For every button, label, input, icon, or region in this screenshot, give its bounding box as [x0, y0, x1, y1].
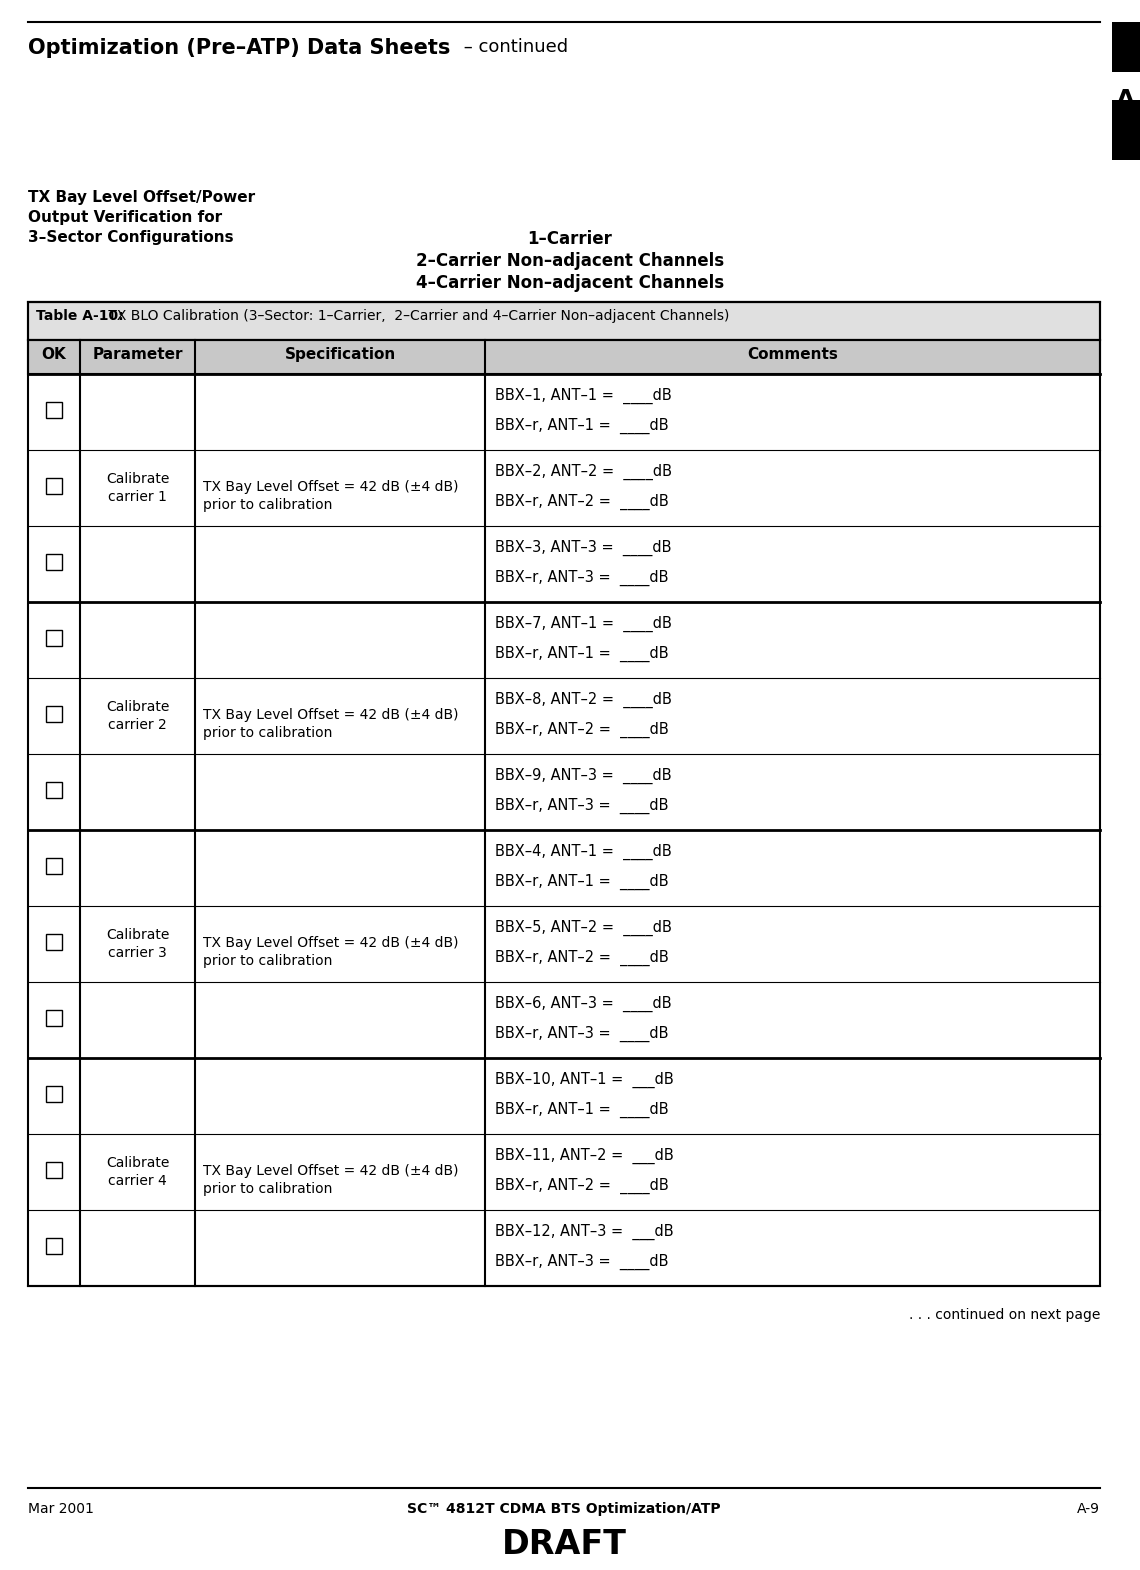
Text: BBX–r, ANT–3 =  ____dB: BBX–r, ANT–3 = ____dB — [495, 570, 668, 586]
Bar — [28, 301, 1100, 341]
Bar — [1112, 100, 1140, 160]
Bar — [28, 341, 1100, 374]
Text: TX Bay Level Offset = 42 dB (±4 dB): TX Bay Level Offset = 42 dB (±4 dB) — [203, 1163, 458, 1178]
Bar — [46, 1239, 62, 1254]
Text: Calibrate
carrier 4: Calibrate carrier 4 — [106, 1156, 169, 1188]
Text: BBX–4, ANT–1 =  ____dB: BBX–4, ANT–1 = ____dB — [495, 845, 671, 860]
Text: SC™ 4812T CDMA BTS Optimization/ATP: SC™ 4812T CDMA BTS Optimization/ATP — [407, 1502, 720, 1517]
Text: A-9: A-9 — [1077, 1502, 1100, 1517]
Bar — [46, 630, 62, 645]
Bar — [46, 477, 62, 495]
Text: TX Bay Level Offset = 42 dB (±4 dB): TX Bay Level Offset = 42 dB (±4 dB) — [203, 936, 458, 950]
Text: BBX–2, ANT–2 =  ____dB: BBX–2, ANT–2 = ____dB — [495, 465, 671, 480]
Text: 2–Carrier Non–adjacent Channels: 2–Carrier Non–adjacent Channels — [416, 253, 724, 270]
Text: BBX–r, ANT–2 =  ____dB: BBX–r, ANT–2 = ____dB — [495, 950, 669, 966]
Text: prior to calibration: prior to calibration — [203, 955, 333, 969]
Text: – continued: – continued — [458, 38, 568, 57]
Bar — [28, 301, 1100, 1286]
Text: TX Bay Level Offset = 42 dB (±4 dB): TX Bay Level Offset = 42 dB (±4 dB) — [203, 708, 458, 722]
Text: BBX–9, ANT–3 =  ____dB: BBX–9, ANT–3 = ____dB — [495, 768, 671, 783]
Text: BBX–r, ANT–2 =  ____dB: BBX–r, ANT–2 = ____dB — [495, 722, 669, 738]
Text: BBX–r, ANT–1 =  ____dB: BBX–r, ANT–1 = ____dB — [495, 645, 669, 663]
Text: Calibrate
carrier 1: Calibrate carrier 1 — [106, 473, 169, 504]
Bar — [46, 1086, 62, 1102]
Bar — [46, 554, 62, 570]
Bar — [46, 934, 62, 950]
Bar — [46, 1162, 62, 1178]
Text: Specification: Specification — [284, 347, 396, 363]
Text: 4–Carrier Non–adjacent Channels: 4–Carrier Non–adjacent Channels — [416, 275, 724, 292]
Text: prior to calibration: prior to calibration — [203, 1182, 333, 1196]
Text: Calibrate
carrier 2: Calibrate carrier 2 — [106, 700, 169, 732]
Bar — [46, 402, 62, 418]
Text: Comments: Comments — [747, 347, 838, 363]
Text: BBX–r, ANT–1 =  ____dB: BBX–r, ANT–1 = ____dB — [495, 1102, 669, 1118]
Text: BBX–1, ANT–1 =  ____dB: BBX–1, ANT–1 = ____dB — [495, 388, 671, 403]
Text: TX Bay Level Offset/Power: TX Bay Level Offset/Power — [28, 190, 255, 206]
Bar — [46, 857, 62, 874]
Text: 1–Carrier: 1–Carrier — [528, 229, 612, 248]
Text: BBX–8, ANT–2 =  ____dB: BBX–8, ANT–2 = ____dB — [495, 692, 671, 708]
Bar — [46, 782, 62, 798]
Text: OK: OK — [42, 347, 66, 363]
Text: TX BLO Calibration (3–Sector: 1–Carrier,  2–Carrier and 4–Carrier Non–adjacent C: TX BLO Calibration (3–Sector: 1–Carrier,… — [104, 309, 730, 323]
Bar — [46, 706, 62, 722]
Text: Optimization (Pre–ATP) Data Sheets: Optimization (Pre–ATP) Data Sheets — [28, 38, 450, 58]
Text: BBX–6, ANT–3 =  ____dB: BBX–6, ANT–3 = ____dB — [495, 995, 671, 1013]
Text: DRAFT: DRAFT — [502, 1528, 627, 1561]
Text: Output Verification for: Output Verification for — [28, 210, 222, 225]
Text: BBX–3, ANT–3 =  ____dB: BBX–3, ANT–3 = ____dB — [495, 540, 671, 556]
Text: . . . continued on next page: . . . continued on next page — [909, 1308, 1100, 1322]
Text: 3–Sector Configurations: 3–Sector Configurations — [28, 229, 234, 245]
Text: BBX–5, ANT–2 =  ____dB: BBX–5, ANT–2 = ____dB — [495, 920, 671, 936]
Text: BBX–12, ANT–3 =  ___dB: BBX–12, ANT–3 = ___dB — [495, 1225, 674, 1240]
Bar — [46, 1010, 62, 1027]
Text: BBX–r, ANT–2 =  ____dB: BBX–r, ANT–2 = ____dB — [495, 1178, 669, 1195]
Text: BBX–r, ANT–3 =  ____dB: BBX–r, ANT–3 = ____dB — [495, 798, 668, 815]
Text: Mar 2001: Mar 2001 — [28, 1502, 93, 1517]
Text: BBX–r, ANT–2 =  ____dB: BBX–r, ANT–2 = ____dB — [495, 495, 669, 510]
Text: A: A — [1116, 88, 1135, 111]
Bar — [1112, 22, 1140, 72]
Text: prior to calibration: prior to calibration — [203, 725, 333, 739]
Text: BBX–10, ANT–1 =  ___dB: BBX–10, ANT–1 = ___dB — [495, 1072, 674, 1088]
Text: BBX–11, ANT–2 =  ___dB: BBX–11, ANT–2 = ___dB — [495, 1148, 674, 1165]
Text: prior to calibration: prior to calibration — [203, 498, 333, 512]
Text: BBX–7, ANT–1 =  ____dB: BBX–7, ANT–1 = ____dB — [495, 615, 671, 633]
Text: Table A-10:: Table A-10: — [36, 309, 123, 323]
Text: Calibrate
carrier 3: Calibrate carrier 3 — [106, 928, 169, 961]
Text: Parameter: Parameter — [92, 347, 182, 363]
Text: BBX–r, ANT–3 =  ____dB: BBX–r, ANT–3 = ____dB — [495, 1254, 668, 1270]
Text: BBX–r, ANT–1 =  ____dB: BBX–r, ANT–1 = ____dB — [495, 874, 669, 890]
Text: TX Bay Level Offset = 42 dB (±4 dB): TX Bay Level Offset = 42 dB (±4 dB) — [203, 480, 458, 495]
Text: BBX–r, ANT–3 =  ____dB: BBX–r, ANT–3 = ____dB — [495, 1027, 668, 1042]
Text: BBX–r, ANT–1 =  ____dB: BBX–r, ANT–1 = ____dB — [495, 418, 669, 435]
